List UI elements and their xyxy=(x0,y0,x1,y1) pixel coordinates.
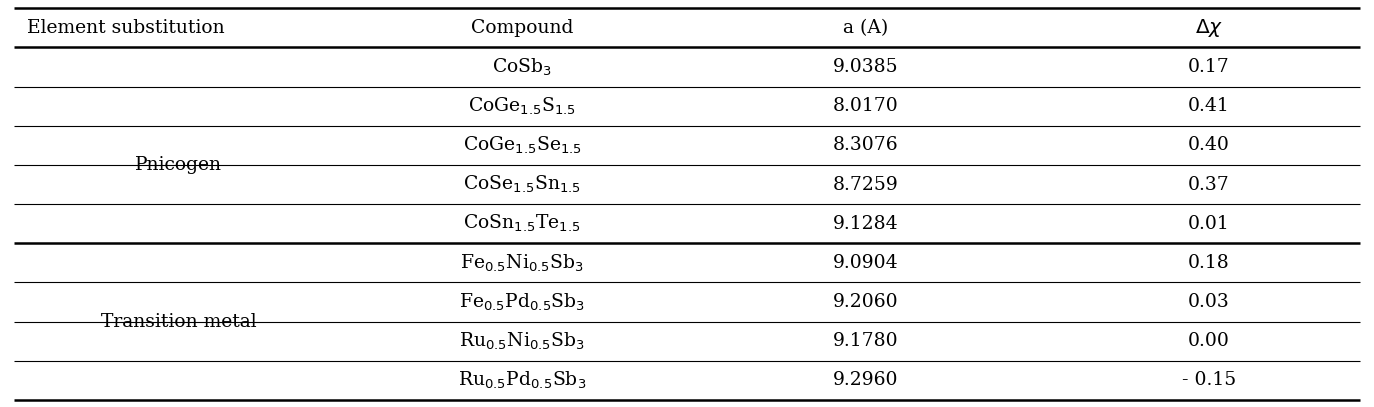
Text: 0.18: 0.18 xyxy=(1189,254,1230,272)
Text: 9.0904: 9.0904 xyxy=(833,254,899,272)
Text: Compound: Compound xyxy=(471,19,573,37)
Text: 9.1780: 9.1780 xyxy=(833,332,899,350)
Text: CoGe$_{1.5}$Se$_{1.5}$: CoGe$_{1.5}$Se$_{1.5}$ xyxy=(463,135,581,156)
Text: CoGe$_{1.5}$S$_{1.5}$: CoGe$_{1.5}$S$_{1.5}$ xyxy=(469,96,576,117)
Text: - 0.15: - 0.15 xyxy=(1182,372,1237,389)
Text: 0.03: 0.03 xyxy=(1189,293,1230,311)
Text: 9.2960: 9.2960 xyxy=(833,372,899,389)
Text: 0.01: 0.01 xyxy=(1189,215,1230,233)
Text: 0.37: 0.37 xyxy=(1189,175,1230,193)
Text: Fe$_{0.5}$Pd$_{0.5}$Sb$_3$: Fe$_{0.5}$Pd$_{0.5}$Sb$_3$ xyxy=(459,291,585,313)
Text: a (A): a (A) xyxy=(844,19,888,37)
Text: Transition metal: Transition metal xyxy=(100,313,257,331)
Text: 0.00: 0.00 xyxy=(1189,332,1230,350)
Text: Ru$_{0.5}$Pd$_{0.5}$Sb$_3$: Ru$_{0.5}$Pd$_{0.5}$Sb$_3$ xyxy=(458,370,587,391)
Text: 9.2060: 9.2060 xyxy=(833,293,899,311)
Text: 0.17: 0.17 xyxy=(1189,58,1230,76)
Text: 8.3076: 8.3076 xyxy=(833,136,899,154)
Text: CoSb$_3$: CoSb$_3$ xyxy=(492,56,552,78)
Text: 9.1284: 9.1284 xyxy=(833,215,899,233)
Text: Element substitution: Element substitution xyxy=(27,19,225,37)
Text: CoSn$_{1.5}$Te$_{1.5}$: CoSn$_{1.5}$Te$_{1.5}$ xyxy=(463,213,581,234)
Text: 0.41: 0.41 xyxy=(1189,97,1230,115)
Text: Pnicogen: Pnicogen xyxy=(135,156,223,174)
Text: 8.0170: 8.0170 xyxy=(833,97,899,115)
Text: Fe$_{0.5}$Ni$_{0.5}$Sb$_3$: Fe$_{0.5}$Ni$_{0.5}$Sb$_3$ xyxy=(460,252,584,274)
Text: $\Delta\chi$: $\Delta\chi$ xyxy=(1195,17,1223,39)
Text: CoSe$_{1.5}$Sn$_{1.5}$: CoSe$_{1.5}$Sn$_{1.5}$ xyxy=(463,174,581,195)
Text: 9.0385: 9.0385 xyxy=(833,58,899,76)
Text: 8.7259: 8.7259 xyxy=(833,175,899,193)
Text: 0.40: 0.40 xyxy=(1189,136,1230,154)
Text: Ru$_{0.5}$Ni$_{0.5}$Sb$_3$: Ru$_{0.5}$Ni$_{0.5}$Sb$_3$ xyxy=(459,330,585,352)
